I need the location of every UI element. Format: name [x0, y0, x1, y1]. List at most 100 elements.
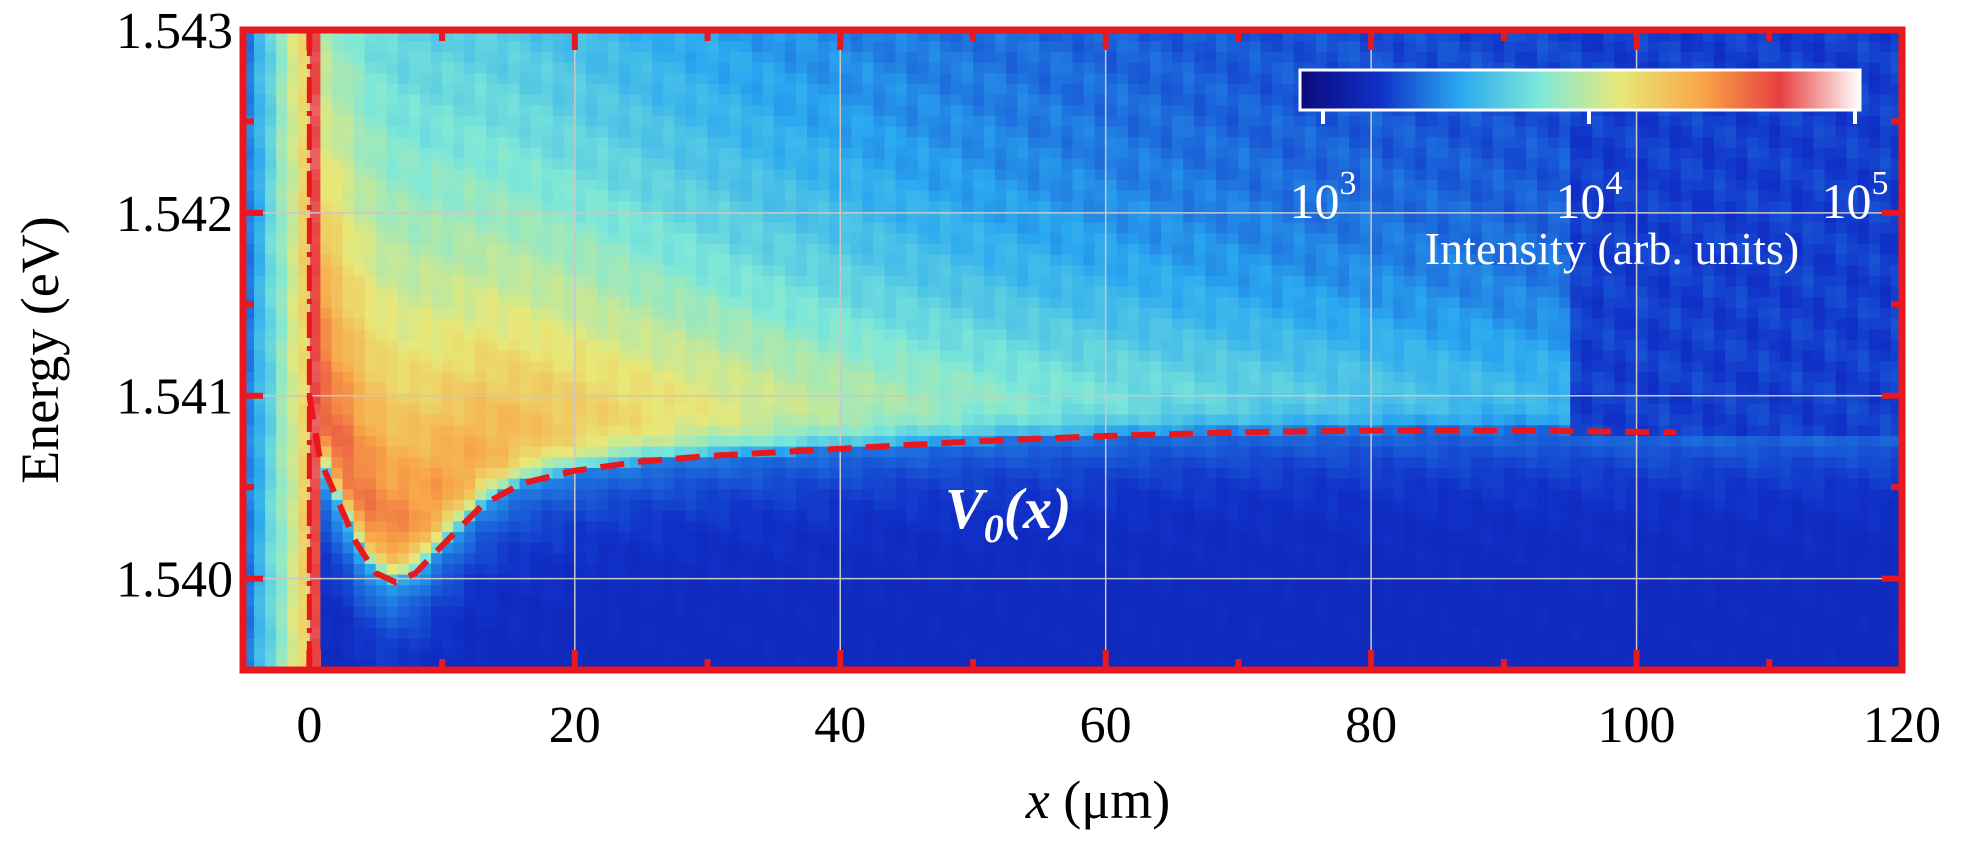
heatmap-cell [696, 243, 709, 255]
heatmap-cell [541, 264, 554, 276]
heatmap-cell [729, 392, 742, 404]
heatmap-cell [353, 510, 366, 522]
heatmap-cell [530, 264, 543, 276]
heatmap-cell [751, 403, 764, 415]
heatmap-cell [1216, 542, 1228, 554]
heatmap-cell [1116, 179, 1129, 191]
heatmap-cell [773, 94, 786, 106]
heatmap-cell [1105, 222, 1118, 234]
heatmap-cell [1028, 94, 1040, 106]
heatmap-cell [1083, 659, 1096, 670]
heatmap-cell [829, 190, 841, 202]
heatmap-cell [1160, 499, 1173, 511]
heatmap-cell [331, 254, 344, 266]
heatmap-cell [320, 520, 333, 532]
heatmap-cell [320, 62, 333, 74]
heatmap-cell [851, 40, 863, 52]
heatmap-cell [884, 190, 897, 202]
heatmap-cell [1205, 435, 1217, 447]
heatmap-cell [353, 595, 366, 607]
heatmap-cell [419, 200, 432, 212]
heatmap-cell [1017, 62, 1029, 74]
heatmap-cell [530, 542, 543, 554]
heatmap-cell [541, 104, 554, 116]
heatmap-cell [1238, 275, 1251, 287]
heatmap-cell [243, 72, 255, 84]
heatmap-cell [773, 435, 786, 447]
heatmap-cell [1017, 264, 1029, 276]
heatmap-cell [453, 414, 465, 426]
heatmap-cell [641, 190, 653, 202]
heatmap-cell [442, 563, 454, 575]
heatmap-cell [397, 467, 410, 479]
heatmap-cell [796, 30, 808, 42]
heatmap-cell [596, 147, 609, 159]
heatmap-cell [807, 520, 819, 532]
heatmap-cell [1116, 478, 1129, 490]
heatmap-cell [497, 40, 510, 52]
heatmap-cell [331, 584, 344, 596]
heatmap-cell [641, 179, 653, 191]
heatmap-cell [320, 104, 333, 116]
heatmap-cell [740, 403, 753, 415]
heatmap-cell [829, 510, 841, 522]
heatmap-cell [453, 254, 465, 266]
heatmap-cell [442, 403, 454, 415]
heatmap-cell [320, 307, 333, 319]
heatmap-cell [1127, 62, 1140, 74]
heatmap-cell [298, 595, 310, 607]
heatmap-cell [331, 104, 344, 116]
heatmap-cell [431, 211, 443, 223]
heatmap-cell [342, 94, 355, 106]
heatmap-cell [309, 254, 322, 266]
heatmap-cell [574, 371, 587, 383]
heatmap-cell [961, 627, 974, 639]
heatmap-cell [596, 179, 609, 191]
heatmap-cell [497, 552, 510, 564]
heatmap-cell [1116, 563, 1129, 575]
heatmap-cell [1183, 350, 1195, 362]
heatmap-cell [1194, 563, 1206, 575]
heatmap-cell [685, 328, 698, 340]
heatmap-cell [475, 30, 487, 42]
heatmap-cell [530, 126, 543, 138]
heatmap-cell [1094, 200, 1107, 212]
heatmap-cell [928, 531, 941, 543]
heatmap-cell [796, 264, 808, 276]
heatmap-cell [995, 350, 1007, 362]
heatmap-cell [519, 62, 532, 74]
heatmap-cell [530, 168, 543, 180]
heatmap-cell [1116, 40, 1129, 52]
heatmap-cell [596, 232, 609, 244]
heatmap-cell [397, 158, 410, 170]
heatmap-cell [1194, 584, 1206, 596]
heatmap-cell [530, 136, 543, 148]
heatmap-cell [1149, 414, 1162, 426]
heatmap-cell [784, 542, 797, 554]
heatmap-cell [641, 72, 653, 84]
heatmap-cell [906, 30, 919, 42]
heatmap-cell [585, 94, 598, 106]
heatmap-cell [1006, 83, 1018, 95]
heatmap-cell [1105, 328, 1118, 340]
heatmap-cell [984, 126, 996, 138]
heatmap-cell [508, 520, 521, 532]
heatmap-cell [928, 392, 941, 404]
heatmap-cell [375, 584, 388, 596]
heatmap-cell [751, 168, 764, 180]
heatmap-cell [773, 30, 786, 42]
heatmap-cell [972, 147, 985, 159]
heatmap-cell [431, 499, 443, 511]
heatmap-cell [784, 179, 797, 191]
heatmap-cell [530, 520, 543, 532]
heatmap-cell [674, 403, 686, 415]
heatmap-cell [265, 328, 277, 340]
heatmap-cell [541, 254, 554, 266]
heatmap-cell [696, 62, 709, 74]
heatmap-cell [453, 222, 465, 234]
heatmap-cell [1127, 542, 1140, 554]
heatmap-cell [419, 520, 432, 532]
heatmap-cell [1194, 254, 1206, 266]
heatmap-cell [497, 510, 510, 522]
heatmap-cell [685, 435, 698, 447]
